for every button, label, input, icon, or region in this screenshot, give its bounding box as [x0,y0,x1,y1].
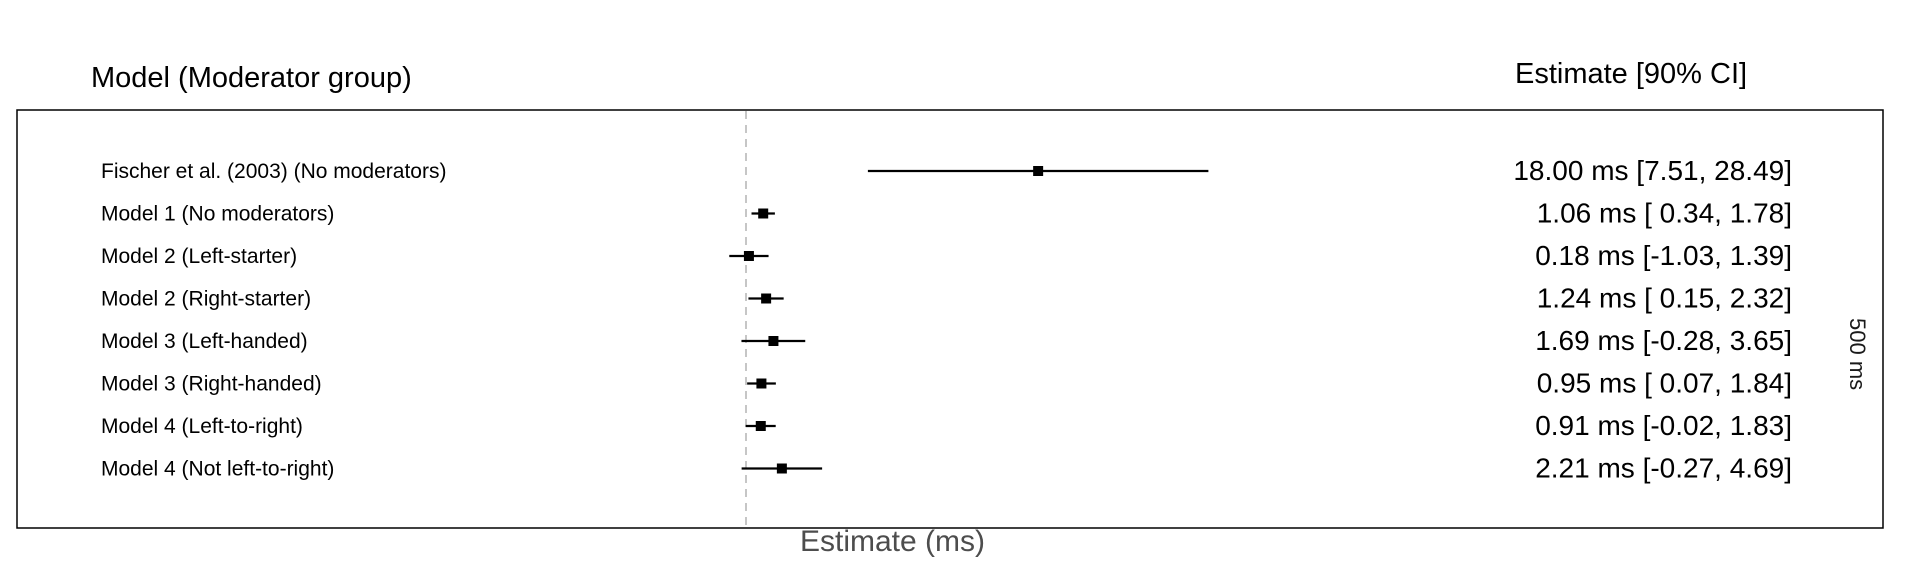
forest-row: Model 3 (Right-handed) 0.95 ms [ 0.07, 1.… [101,368,1792,399]
forest-row: Model 4 (Left-to-right) 0.91 ms [-0.02, 1… [101,410,1792,441]
estimate-text: 0.91 ms [-0.02, 1.83] [1535,410,1792,441]
point-estimate [761,293,772,304]
forest-row: Model 2 (Right-starter) 1.24 ms [ 0.15, 2… [101,283,1792,314]
row-label: Model 3 (Left-handed) [101,330,308,353]
forest-row: Model 1 (No moderators) 1.06 ms [ 0.34, 1… [101,198,1792,229]
x-axis-label: Estimate (ms) [800,525,986,558]
row-label: Model 2 (Left-starter) [101,245,297,268]
estimate-text: 1.06 ms [ 0.34, 1.78] [1537,198,1792,229]
estimate-text: 0.95 ms [ 0.07, 1.84] [1537,368,1792,399]
point-estimate [768,336,779,346]
forest-row: Model 3 (Left-handed) 1.69 ms [-0.28, 3.6… [101,325,1792,356]
row-label: Model 4 (Not left-to-right) [101,458,334,481]
row-label: Model 4 (Left-to-right) [101,415,303,438]
row-label: Fischer et al. (2003) (No moderators) [101,160,446,183]
point-estimate [758,208,769,219]
right-axis-label: 500 ms [1845,318,1870,391]
right-column-header: Estimate [90% CI] [1515,58,1748,90]
estimate-text: 0.18 ms [-1.03, 1.39] [1535,240,1792,271]
forest-row: Fischer et al. (2003) (No moderators) 18.… [101,155,1792,186]
forest-row: Model 4 (Not left-to-right) 2.21 ms [-0.2… [101,453,1792,484]
left-column-header: Model (Moderator group) [91,62,412,94]
point-estimate [743,251,754,261]
estimate-text: 1.24 ms [ 0.15, 2.32] [1537,283,1792,314]
point-estimate [1033,166,1044,176]
row-label: Model 1 (No moderators) [101,203,334,226]
row-label: Model 3 (Right-handed) [101,373,322,396]
point-estimate [776,463,787,474]
point-estimate [756,378,767,389]
estimate-text: 1.69 ms [-0.28, 3.65] [1535,325,1792,356]
estimate-text: 2.21 ms [-0.27, 4.69] [1535,453,1792,484]
forest-row: Model 2 (Left-starter) 0.18 ms [-1.03, 1.… [101,240,1792,271]
point-estimate [755,421,766,431]
row-label: Model 2 (Right-starter) [101,288,311,311]
estimate-text: 18.00 ms [7.51, 28.49] [1513,155,1792,186]
plot-panel [16,109,1884,529]
